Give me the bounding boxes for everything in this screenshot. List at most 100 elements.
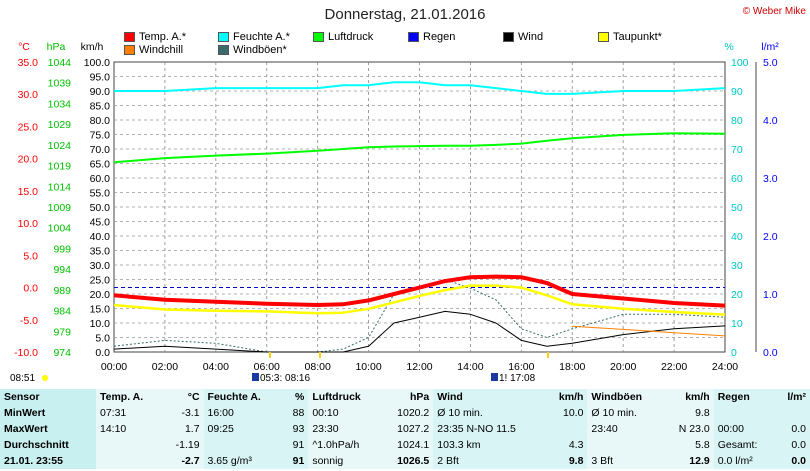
- stats-cell: 0.0 l/m²: [713, 453, 776, 469]
- legend-swatch: [408, 32, 419, 42]
- wind-tick-label: 45.0: [90, 217, 111, 229]
- x-tick-label: 18:00: [559, 361, 585, 373]
- legend-label: Windböen*: [233, 44, 287, 56]
- chart-title: Donnerstag, 21.01.2016: [324, 6, 486, 23]
- stats-row: MinWert 07:31 -3.1 16:00 88 00:10 1020.2 Ø 10 m…: [0, 405, 810, 421]
- stats-cell: Gesamt:: [713, 437, 776, 453]
- x-tick-label: 06:00: [254, 361, 280, 373]
- stats-cell: ^1.0hPa/h: [308, 437, 382, 453]
- stats-cell: 23:35 N-NO 11.5: [433, 421, 546, 437]
- stats-row-label: Durchschnitt: [0, 437, 96, 453]
- x-tick-label: 00:00: [101, 361, 127, 373]
- stats-cell: 09:25: [203, 421, 283, 437]
- wind-tick-label: 50.0: [90, 202, 111, 214]
- humidity-unit: %: [724, 41, 733, 53]
- series-line-taupunkt: [113, 284, 726, 316]
- pressure-tick-label: 1044: [48, 57, 72, 69]
- stats-cell: 93: [282, 421, 309, 437]
- pressure-tick-label: 1019: [48, 161, 72, 173]
- temp-tick-label: 10.0: [18, 218, 39, 230]
- temp-tick-label: 25.0: [18, 121, 39, 133]
- weather-chart: 00:00 02:00 04:00 06:00 08:00 10:00 12:00 14:00…: [10, 41, 779, 384]
- sun-dot-icon: [42, 375, 48, 381]
- wind-tick-label: 65.0: [90, 159, 111, 171]
- x-tick-label: 22:00: [661, 361, 687, 373]
- stats-header-press: Luftdruck: [308, 389, 382, 405]
- stats-cell: [96, 453, 163, 469]
- temp-tick-label: 5.0: [23, 250, 38, 262]
- stats-cell: N 23.0: [663, 421, 714, 437]
- stats-cell: 5.8: [663, 437, 714, 453]
- wind-tick-label: 25.0: [90, 275, 111, 287]
- pressure-tick-label: 979: [53, 326, 71, 338]
- stats-cell: [775, 405, 810, 421]
- stats-cell: 9.8: [545, 453, 588, 469]
- humidity-tick-label: 100: [731, 57, 749, 69]
- wind-tick-label: 85.0: [90, 101, 111, 113]
- stats-row: 21.01. 23:55 -2.7 3.65 g/m³ 91 sonnig 1026.5 2…: [0, 453, 810, 469]
- legend-swatch: [313, 32, 324, 42]
- x-tick-label: 02:00: [152, 361, 178, 373]
- stats-row-label: MinWert: [0, 405, 96, 421]
- legend-item: Taupunkt*: [598, 31, 662, 43]
- series-line-wind: [113, 310, 726, 353]
- legend-swatch: [218, 32, 229, 42]
- stats-cell: 88: [282, 405, 309, 421]
- wind-tick-label: 90.0: [90, 86, 111, 98]
- legend-item: Windböen*: [218, 44, 287, 56]
- series-line-tempa: [113, 274, 726, 308]
- stats-cell: 9.8: [663, 405, 714, 421]
- pressure-tick-label: 1024: [48, 140, 72, 152]
- legend-item: Regen: [408, 31, 455, 43]
- stats-header-gust: Windböen: [587, 389, 664, 405]
- stats-cell: -2.7: [162, 453, 204, 469]
- stats-cell: 00:10: [308, 405, 382, 421]
- humidity-tick-label: 70: [731, 144, 743, 156]
- pressure-unit: hPa: [47, 41, 66, 53]
- stats-cell: 3 Bft: [587, 453, 664, 469]
- wind-unit: km/h: [81, 41, 104, 53]
- stats-header-row: Sensor Temp. A. °C Feuchte A. % Luftdruc…: [0, 389, 810, 405]
- pressure-tick-label: 1029: [48, 119, 72, 131]
- rain-tick-label: 2.0: [763, 231, 778, 243]
- wind-tick-label: 30.0: [90, 260, 111, 272]
- stats-row-label: 21.01. 23:55: [0, 453, 96, 469]
- stats-table: Sensor Temp. A. °C Feuchte A. % Luftdruc…: [0, 389, 810, 469]
- legend-item: Temp. A.*: [124, 31, 186, 43]
- stats-cell: 3.65 g/m³: [203, 453, 283, 469]
- humidity-tick-label: 50: [731, 202, 743, 214]
- x-tick-label: 08:00: [305, 361, 331, 373]
- series-line-windchill: [572, 325, 726, 337]
- humidity-tick-label: 90: [731, 86, 743, 98]
- series-line-feuchtea: [114, 81, 726, 95]
- wind-tick-label: 15.0: [90, 304, 111, 316]
- stats-header-hum-unit: %: [282, 389, 309, 405]
- humidity-tick-label: 30: [731, 260, 743, 272]
- stats-row: Durchschnitt -1.19 91 ^1.0hPa/h 1024.1 103.3 …: [0, 437, 810, 453]
- pressure-tick-label: 989: [53, 285, 71, 297]
- stats-cell: 07:31: [96, 405, 163, 421]
- stats-cell: -1.19: [162, 437, 204, 453]
- humidity-tick-label: 60: [731, 173, 743, 185]
- stats-cell: 14:10: [96, 421, 163, 437]
- x-tick-label: 20:00: [610, 361, 636, 373]
- stats-cell: Ø 10 min.: [433, 405, 546, 421]
- temp-tick-label: -5.0: [20, 315, 38, 327]
- legend-label: Taupunkt*: [613, 31, 662, 43]
- stats-header-temp: Temp. A.: [96, 389, 163, 405]
- pressure-tick-label: 974: [53, 347, 71, 359]
- copyright: © Weber Mike: [742, 6, 806, 17]
- rain-tick-label: 5.0: [763, 57, 778, 69]
- stats-cell: 0.0: [775, 453, 810, 469]
- rain-tick-label: 4.0: [763, 115, 778, 127]
- wind-tick-label: 60.0: [90, 173, 111, 185]
- stats-cell: [96, 437, 163, 453]
- temp-tick-label: -10.0: [14, 347, 38, 359]
- x-tick-label: 14:00: [457, 361, 483, 373]
- temp-tick-label: 20.0: [18, 154, 39, 166]
- stats-cell: Ø 10 min.: [587, 405, 664, 421]
- rain-unit: l/m²: [761, 41, 779, 53]
- stats-header-wind-unit: km/h: [545, 389, 588, 405]
- humidity-tick-label: 0: [731, 347, 737, 359]
- temp-tick-label: 0.0: [23, 283, 38, 295]
